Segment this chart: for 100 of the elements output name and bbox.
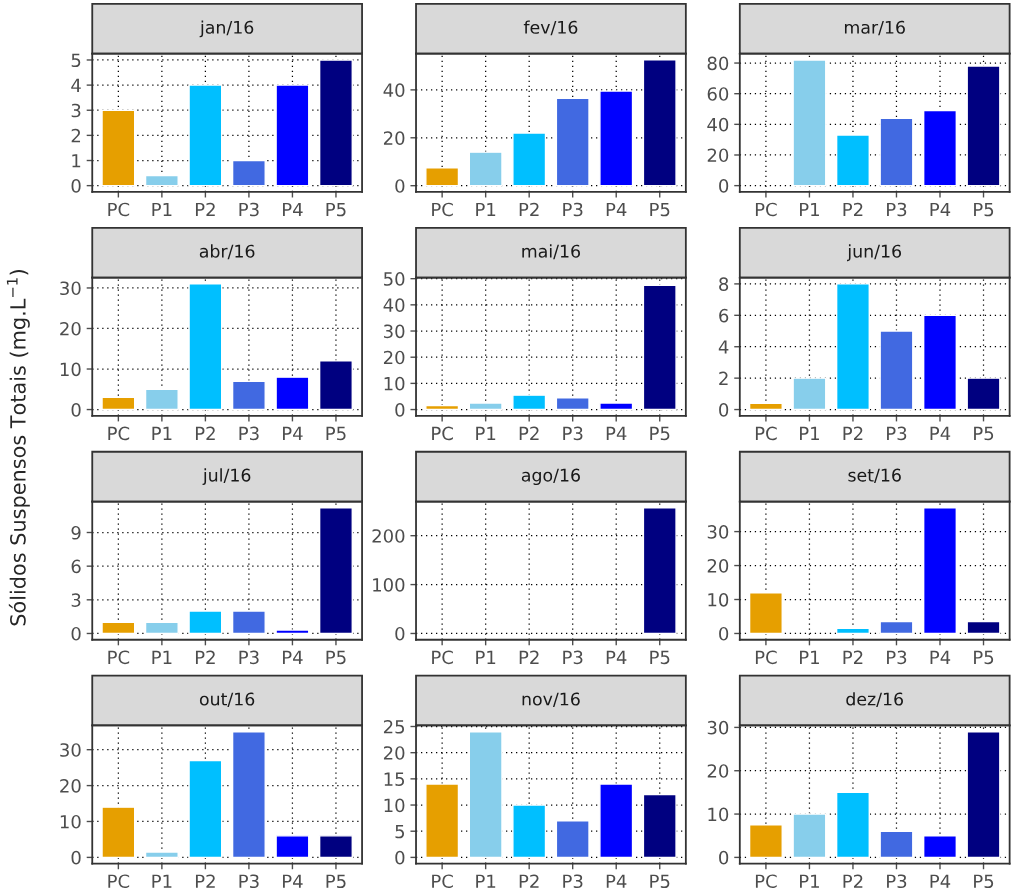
y-tick-label: 2: [71, 128, 81, 143]
bar: [188, 84, 223, 187]
x-tick-label: P3: [887, 426, 907, 441]
bar: [642, 793, 677, 859]
x-tick-label: P3: [239, 426, 259, 441]
y-tick-label: 0: [719, 403, 729, 417]
chart-title: ago/16: [521, 468, 580, 486]
x-tick-label: PC: [755, 202, 777, 217]
y-tick-label: 40: [707, 117, 729, 132]
bar: [835, 134, 870, 187]
y-tick-label: 30: [60, 281, 81, 296]
x-tick-label: P2: [195, 426, 215, 440]
bar: [879, 830, 914, 859]
x-tick-label: PC: [755, 874, 777, 889]
bar: [835, 283, 870, 411]
x-tick-label: P2: [519, 202, 539, 217]
bar: [922, 109, 958, 187]
y-tick-label: 4: [718, 340, 729, 354]
bar: [144, 851, 179, 859]
x-tick-label: P4: [606, 650, 627, 664]
x-tick-label: P4: [606, 874, 627, 888]
bar: [318, 360, 353, 411]
x-tick-label: PC: [432, 874, 453, 889]
x-tick-label: PC: [432, 202, 453, 217]
bar: [792, 813, 827, 859]
y-tick-label: 4: [71, 78, 81, 92]
x-tick-label: PC: [755, 650, 777, 665]
chart-title: out/16: [199, 692, 255, 707]
bar: [468, 151, 503, 187]
x-tick-label: P4: [283, 426, 303, 440]
x-tick-label: PC: [108, 874, 130, 889]
chart-title: mar/16: [844, 20, 905, 36]
bar: [512, 804, 547, 859]
y-tick-label: 0: [71, 626, 81, 641]
bar: [642, 284, 677, 411]
bar: [231, 731, 266, 859]
x-tick-label: P2: [519, 874, 539, 888]
y-tick-label: 0: [71, 179, 81, 193]
y-tick-label: 6: [719, 308, 729, 323]
bar: [555, 397, 590, 411]
bar: [425, 167, 460, 187]
chart-title: nov/16: [522, 692, 580, 707]
bar: [792, 377, 827, 411]
x-tick-label: P4: [930, 650, 951, 664]
bar: [879, 117, 914, 187]
x-tick-label: P3: [239, 202, 259, 217]
y-tick-label: 0: [719, 850, 729, 865]
bar: [599, 90, 634, 187]
y-tick-label: 0: [719, 626, 729, 641]
y-tick-label: 60: [707, 87, 729, 101]
bar: [318, 507, 353, 635]
x-tick-label: P2: [195, 874, 215, 888]
x-tick-label: P5: [326, 202, 346, 217]
x-tick-label: PC: [108, 426, 130, 441]
bar: [879, 620, 914, 635]
bar: [101, 109, 136, 187]
y-tick-label: 0: [719, 179, 729, 193]
x-tick-label: P5: [326, 650, 346, 665]
x-tick-label: P3: [887, 874, 907, 889]
y-tick-label: 20: [383, 350, 405, 365]
y-tick-label: 0: [71, 403, 81, 417]
x-tick-label: P1: [800, 650, 819, 664]
x-tick-label: P2: [843, 426, 863, 440]
bar: [468, 402, 503, 411]
x-tick-label: PC: [432, 426, 453, 441]
x-tick-label: P1: [800, 202, 819, 217]
x-tick-label: P5: [650, 202, 670, 217]
x-tick-label: P5: [974, 650, 994, 665]
x-tick-label: P4: [283, 874, 303, 888]
x-tick-label: P1: [152, 202, 172, 217]
y-tick-label: 10: [60, 362, 81, 377]
x-tick-label: P4: [283, 650, 303, 664]
x-tick-label: P2: [519, 650, 539, 664]
x-tick-label: P2: [843, 202, 863, 217]
bar: [101, 396, 136, 411]
bar: [922, 835, 958, 859]
chart-title: abr/16: [199, 244, 255, 260]
y-tick-label: 100: [373, 578, 405, 592]
y-tick-label: 10: [60, 814, 81, 829]
bar: [144, 621, 179, 635]
bar: [555, 820, 590, 859]
bar: [748, 824, 783, 859]
y-tick-label: 0: [395, 850, 405, 865]
bar: [468, 731, 503, 859]
x-tick-label: P2: [195, 650, 215, 664]
y-tick-label: 2: [719, 371, 728, 385]
bar: [425, 404, 460, 411]
y-tick-label: 9: [71, 525, 81, 540]
x-tick-label: P4: [930, 426, 951, 440]
y-tick-label: 5: [395, 824, 405, 839]
y-tick-label: 30: [707, 720, 729, 735]
y-tick-label: 0: [71, 850, 81, 865]
x-tick-label: P1: [476, 874, 496, 888]
x-tick-label: P4: [606, 202, 627, 217]
y-tick-label: 0: [395, 626, 405, 641]
x-tick-label: P5: [650, 874, 670, 889]
bar: [966, 731, 1001, 859]
y-tick-label: 20: [707, 559, 729, 573]
x-tick-label: P5: [974, 874, 994, 889]
bar: [188, 283, 223, 411]
